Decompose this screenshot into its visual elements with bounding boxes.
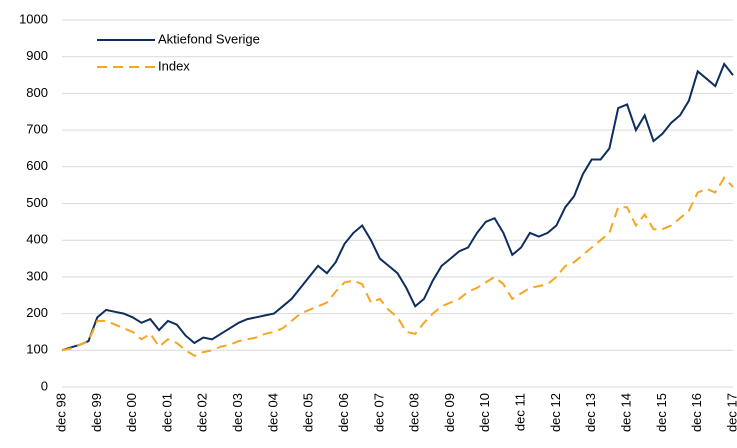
x-tick-label: dec 05 bbox=[301, 393, 316, 432]
x-tick-label: dec 01 bbox=[159, 393, 174, 432]
x-tick-label: dec 15 bbox=[654, 393, 669, 432]
x-tick-label: dec 17 bbox=[724, 393, 737, 432]
y-tick-label: 200 bbox=[26, 305, 48, 320]
y-tick-label: 0 bbox=[41, 378, 48, 393]
y-tick-label: 1000 bbox=[19, 11, 48, 26]
x-tick-label: dec 08 bbox=[407, 393, 422, 432]
x-tick-label: dec 10 bbox=[477, 393, 492, 432]
legend-label: Index bbox=[158, 58, 190, 73]
x-tick-label: dec 16 bbox=[689, 393, 704, 432]
y-tick-label: 700 bbox=[26, 122, 48, 137]
x-tick-label: dec 11 bbox=[513, 393, 528, 431]
x-tick-label: dec 12 bbox=[548, 393, 563, 432]
x-tick-label: dec 13 bbox=[583, 393, 598, 432]
y-tick-label: 800 bbox=[26, 85, 48, 100]
x-tick-label: dec 99 bbox=[89, 393, 104, 432]
x-tick-label: dec 02 bbox=[195, 393, 210, 432]
y-tick-label: 600 bbox=[26, 158, 48, 173]
series-line bbox=[61, 62, 734, 352]
y-tick-label: 300 bbox=[26, 268, 48, 283]
x-tick-label: dec 06 bbox=[336, 393, 351, 432]
x-tick-label: dec 04 bbox=[265, 393, 280, 432]
x-tick-label: dec 98 bbox=[53, 393, 68, 432]
y-tick-label: 100 bbox=[26, 342, 48, 357]
series-line bbox=[61, 176, 734, 357]
x-tick-label: dec 03 bbox=[230, 393, 245, 432]
y-tick-label: 500 bbox=[26, 195, 48, 210]
x-tick-label: dec 14 bbox=[618, 393, 633, 432]
y-tick-label: 900 bbox=[26, 48, 48, 63]
x-tick-label: dec 07 bbox=[371, 393, 386, 432]
x-tick-label: dec 09 bbox=[442, 393, 457, 432]
legend-label: Aktiefond Sverige bbox=[158, 31, 260, 46]
y-tick-label: 400 bbox=[26, 232, 48, 247]
x-tick-label: dec 00 bbox=[124, 393, 139, 432]
